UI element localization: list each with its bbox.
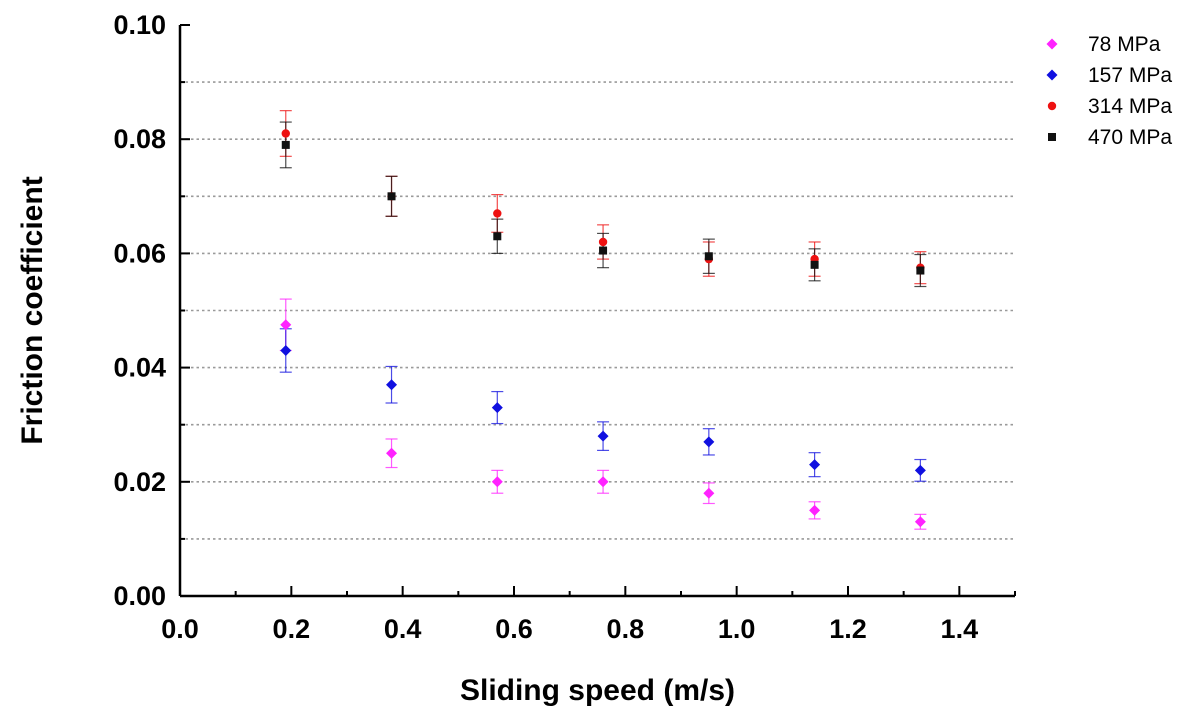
x-tick-label: 0.2: [273, 614, 311, 644]
y-tick-label: 0.00: [113, 581, 166, 611]
data-point-78-mpa: [491, 476, 503, 488]
y-tick-label: 0.06: [113, 238, 166, 268]
data-point-157-mpa: [914, 464, 926, 476]
data-point-314-mpa: [281, 129, 290, 138]
y-tick-label: 0.02: [113, 467, 166, 497]
data-point-314-mpa: [493, 209, 502, 218]
data-point-470-mpa: [704, 252, 713, 261]
x-axis-title: Sliding speed (m/s): [460, 674, 735, 707]
legend-label-314-mpa: 314 MPa: [1088, 95, 1172, 118]
y-axis-title: Friction coefficient: [16, 176, 49, 444]
data-point-314-mpa: [598, 237, 608, 247]
data-point-157-mpa: [280, 344, 292, 356]
y-tick-label: 0.08: [113, 124, 166, 154]
data-point-78-mpa: [597, 476, 609, 488]
x-tick-label: 1.0: [718, 614, 756, 644]
data-point-470-mpa: [916, 266, 925, 275]
y-tick-label: 0.10: [113, 10, 166, 40]
data-point-78-mpa: [914, 516, 926, 528]
x-tick-label: 1.4: [941, 614, 979, 644]
legend-label-157-mpa: 157 MPa: [1088, 64, 1172, 87]
x-tick-label: 0.6: [495, 614, 533, 644]
data-point-157-mpa: [703, 436, 715, 448]
data-point-157-mpa: [386, 379, 398, 391]
x-tick-label: 0.8: [607, 614, 645, 644]
data-point-157-mpa: [809, 459, 821, 471]
x-tick-label: 0.4: [384, 614, 422, 644]
x-tick-label: 1.2: [829, 614, 867, 644]
y-tick-label: 0.04: [113, 353, 166, 383]
legend-label-78-mpa: 78 MPa: [1088, 33, 1161, 56]
data-point-157-mpa: [491, 402, 503, 414]
legend-marker-314-mpa: [1047, 101, 1057, 111]
x-tick-label: 0.0: [161, 614, 199, 644]
data-point-78-mpa: [809, 504, 821, 516]
data-point-78-mpa: [280, 319, 292, 331]
data-point-470-mpa: [387, 192, 396, 201]
legend-marker-78-mpa: [1046, 38, 1058, 50]
legend-marker-157-mpa: [1046, 69, 1058, 81]
data-point-470-mpa: [493, 232, 502, 241]
data-point-470-mpa: [810, 260, 819, 269]
data-point-470-mpa: [281, 140, 290, 149]
legend-marker-470-mpa: [1048, 133, 1056, 141]
legend-label-470-mpa: 470 MPa: [1088, 126, 1172, 149]
data-point-470-mpa: [599, 246, 608, 255]
data-point-78-mpa: [386, 447, 398, 459]
data-point-157-mpa: [597, 430, 609, 442]
data-point-78-mpa: [703, 487, 715, 499]
